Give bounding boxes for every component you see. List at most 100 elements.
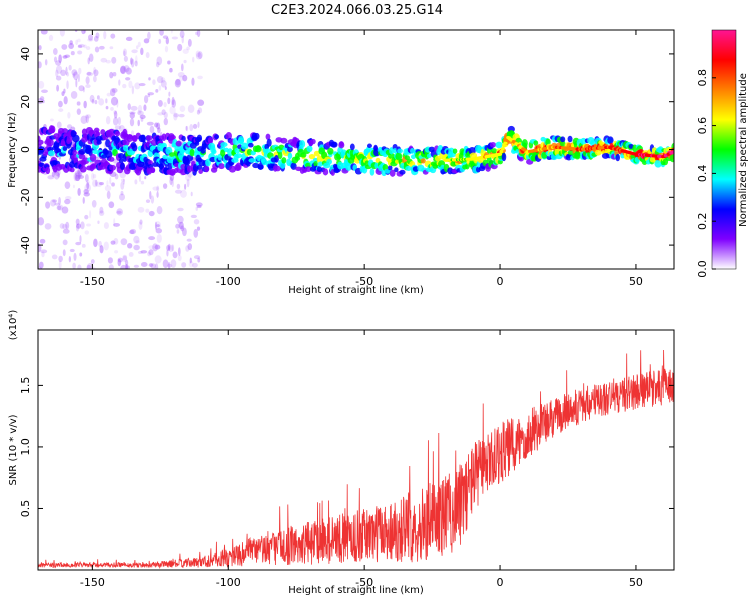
noise-speckle [158,85,162,91]
noise-speckle [58,100,63,108]
x-tick-label: -150 [80,275,105,288]
noise-speckle [168,244,174,253]
spectrogram-cell [205,158,211,167]
noise-speckle [109,71,114,79]
spectrogram-ridge-cell [502,144,507,148]
noise-speckle [66,72,69,77]
noise-speckle [178,221,181,229]
noise-speckle [75,224,80,232]
noise-speckle [139,114,146,120]
noise-speckle [108,264,114,269]
colorbar-tick-label: 0.8 [696,69,709,87]
spectrogram-cell [189,148,195,157]
noise-speckle [62,239,68,246]
spectrogram-cell [140,134,146,143]
spectrogram-cell [567,135,573,143]
spectrogram-cell [234,153,243,159]
noise-speckle [38,266,42,269]
noise-speckle [127,242,133,249]
spectrogram-cell [420,158,426,164]
spectrogram-ridge-cell [500,147,505,151]
noise-speckle [61,44,68,50]
noise-speckle [54,202,60,206]
noise-speckle [120,264,127,269]
spectrogram-cell [234,147,241,154]
spectrogram-cell [306,145,313,153]
noise-speckle [191,262,198,268]
noise-speckle [109,46,114,50]
noise-speckle [92,179,99,188]
noise-speckle [145,208,150,213]
noise-speckle [87,57,90,65]
noise-speckle [105,105,109,110]
noise-speckle [135,240,140,244]
noise-speckle [76,108,81,115]
noise-speckle [112,71,117,77]
spectrogram-cell [196,165,203,171]
spectrogram-cell [316,155,322,163]
noise-speckle [137,41,141,48]
noise-speckle [185,173,192,182]
spectrogram-cell [495,141,503,149]
noise-speckle [62,249,66,257]
noise-speckle [147,92,155,96]
noise-speckle [128,80,133,89]
x-tick-label: -50 [355,576,373,589]
noise-speckle [147,93,151,98]
spectrogram-cell [254,132,260,140]
noise-speckle [96,95,100,100]
noise-speckle [167,263,173,268]
noise-speckle [186,46,190,51]
spectrogram-cell [47,150,55,157]
noise-speckle [150,195,155,204]
noise-speckle [181,262,187,268]
noise-speckle [169,176,173,186]
noise-speckle [184,183,187,190]
noise-speckle [182,48,189,54]
spectrogram-cell [45,166,51,175]
noise-speckle [188,260,194,268]
spectrogram-cell [220,142,228,148]
noise-speckle [116,210,122,214]
noise-speckle [123,65,130,73]
noise-speckle [167,243,171,252]
noise-speckle [104,185,112,192]
noise-speckle [55,65,63,74]
spectrogram-cell [501,152,507,162]
noise-speckle [129,228,137,235]
x-tick-label: -100 [216,576,241,589]
noise-speckle [123,50,126,57]
noise-speckle [128,252,134,257]
noise-speckle [190,214,197,219]
noise-speckle [125,259,129,267]
snr-frame [37,329,675,571]
noise-speckle [148,245,155,250]
noise-speckle [72,262,76,269]
noise-speckle [177,71,185,78]
noise-speckle [84,173,89,183]
spectrogram-cell [175,140,182,147]
noise-speckle [84,230,90,235]
spectrogram-cell [254,145,262,153]
spectrogram-cell [118,158,124,164]
noise-speckle [145,52,150,59]
spectrogram-cell [79,165,87,173]
noise-speckle [137,110,144,116]
noise-speckle [106,190,111,200]
noise-speckle [177,43,183,52]
noise-speckle [50,199,56,207]
noise-speckle [156,205,163,215]
noise-speckle [143,95,149,104]
spectrogram-cell [120,162,125,170]
noise-speckle [85,179,90,185]
noise-speckle [183,59,187,64]
snr-plot-area [38,349,674,570]
noise-speckle [105,98,108,104]
spectrogram-cell [95,131,101,137]
noise-speckle [165,37,169,45]
colorbar-tick-label: 0.6 [696,117,709,135]
noise-speckle [119,193,126,201]
spectrogram-cell [250,150,256,156]
spectrogram-ridge-cell [499,149,504,154]
noise-speckle [87,38,94,42]
